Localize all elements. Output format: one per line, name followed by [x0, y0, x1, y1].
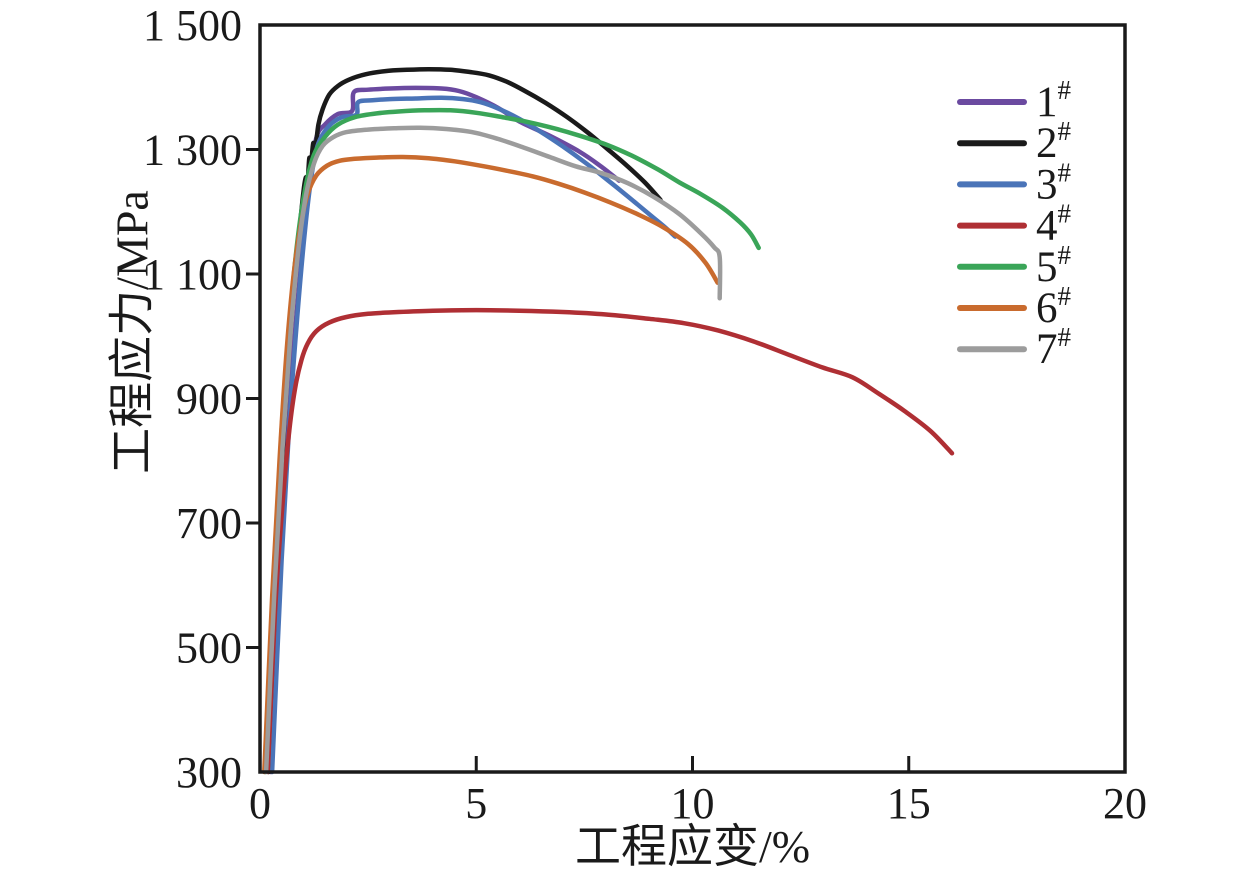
curve-6: [262, 154, 720, 775]
curve-3: [269, 95, 678, 775]
curve-7: [263, 125, 723, 775]
x-tick-label-10: 10: [671, 779, 715, 828]
legend-label-7: 7#: [1036, 322, 1072, 373]
legend-item-2: 2#: [957, 116, 1072, 167]
legend: 1#2#3#4#5#6#7#: [957, 75, 1072, 373]
x-axis-title: 工程应变/%: [574, 821, 811, 872]
y-tick-label-900: 900: [176, 375, 242, 424]
y-tick-label-300: 300: [176, 748, 242, 797]
x-tick-label-5: 5: [465, 779, 487, 828]
x-tick-label-0: 0: [249, 779, 271, 828]
curve-4: [265, 307, 955, 775]
y-tick-label-1100: 1 100: [143, 250, 242, 299]
plot-border: [258, 23, 1127, 774]
x-tick-label-15: 15: [887, 779, 931, 828]
x-tick-label-20: 20: [1103, 779, 1147, 828]
y-tick-label-700: 700: [176, 499, 242, 548]
legend-item-6: 6#: [957, 281, 1072, 332]
legend-item-5: 5#: [957, 240, 1072, 291]
y-tick-label-1500: 1 500: [143, 1, 242, 50]
legend-item-7: 7#: [957, 322, 1072, 373]
legend-item-1: 1#: [957, 75, 1072, 126]
curve-1: [268, 85, 622, 775]
legend-label-6: 6#: [1036, 281, 1072, 332]
legend-label-4: 4#: [1036, 199, 1072, 250]
y-tick-label-500: 500: [176, 624, 242, 673]
legend-label-5: 5#: [1036, 240, 1072, 291]
curve-5: [262, 107, 761, 775]
y-tick-label-1300: 1 300: [143, 126, 242, 175]
legend-item-3: 3#: [957, 157, 1072, 208]
y-axis-title-text: 工程应力/MPa: [106, 190, 158, 474]
legend-item-4: 4#: [957, 199, 1072, 250]
